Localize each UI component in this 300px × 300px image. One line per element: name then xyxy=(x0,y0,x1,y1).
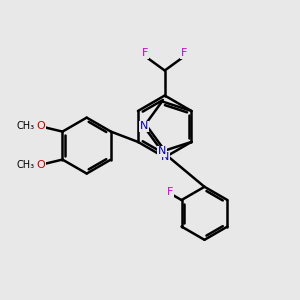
Text: F: F xyxy=(167,187,173,196)
Text: CH₃: CH₃ xyxy=(16,160,34,170)
Text: F: F xyxy=(181,48,188,58)
Text: N: N xyxy=(160,152,169,162)
Text: O: O xyxy=(36,160,45,170)
Text: N: N xyxy=(158,146,166,157)
Text: CH₃: CH₃ xyxy=(16,121,34,131)
Text: N: N xyxy=(140,122,148,131)
Text: O: O xyxy=(36,121,45,131)
Text: F: F xyxy=(142,48,148,58)
